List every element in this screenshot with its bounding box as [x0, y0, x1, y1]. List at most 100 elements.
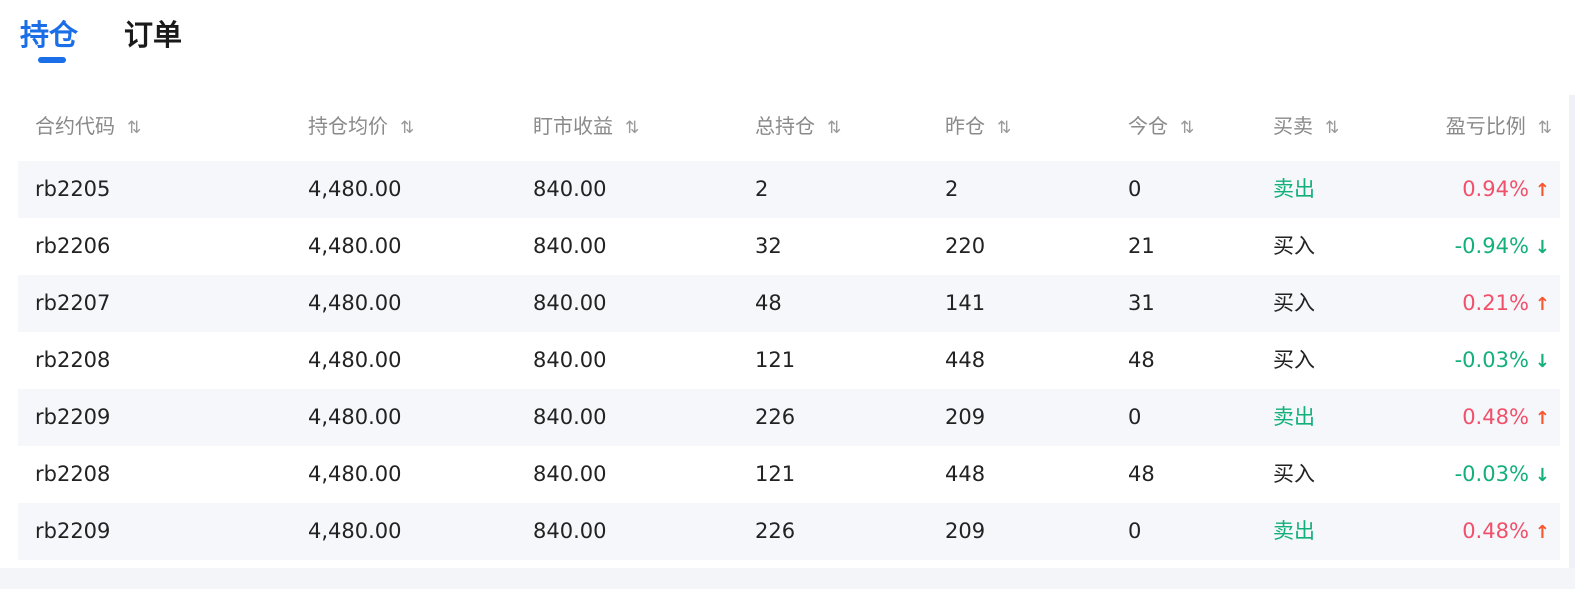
side-cell: 买入: [1273, 234, 1315, 258]
side-cell: 买入: [1273, 462, 1315, 486]
column-header-side[interactable]: 买卖 ⇅: [1273, 95, 1339, 159]
column-header-mtm-pnl[interactable]: 盯市收益 ⇅: [533, 95, 639, 159]
total-position-cell: 226: [755, 519, 796, 543]
column-header-pnl-ratio[interactable]: 盈亏比例 ⇅: [1445, 95, 1552, 159]
column-header-contract-code[interactable]: 合约代码 ⇅: [35, 95, 141, 159]
mtm-pnl-cell: 840.00: [533, 462, 607, 486]
tab-positions[interactable]: 持仓: [20, 18, 79, 52]
column-header-avg-price[interactable]: 持仓均价 ⇅: [308, 95, 414, 159]
sort-icon[interactable]: ⇅: [625, 118, 639, 138]
table-row[interactable]: rb2206 4,480.00 840.00 32 220 21 买入 -0.94% ↓: [18, 218, 1560, 275]
mtm-pnl-cell: 840.00: [533, 234, 607, 258]
column-label: 盯市收益: [533, 114, 613, 138]
column-header-yesterday-position[interactable]: 昨仓 ⇅: [945, 95, 1011, 159]
mtm-pnl-cell: 840.00: [533, 291, 607, 315]
column-label: 盈亏比例: [1445, 114, 1526, 138]
avg-price-cell: 4,480.00: [308, 234, 402, 258]
arrow-down-icon: ↓: [1534, 465, 1550, 486]
today-position-cell: 0: [1128, 177, 1142, 201]
pnl-ratio-value: -0.94%: [1454, 234, 1529, 258]
total-position-cell: 121: [755, 462, 796, 486]
pnl-ratio-cell: 0.48% ↑: [1462, 503, 1550, 561]
contract-code-cell: rb2206: [35, 234, 111, 258]
yesterday-position-cell: 448: [945, 348, 986, 372]
arrow-up-icon: ↑: [1534, 180, 1550, 201]
contract-code-cell: rb2209: [35, 405, 111, 429]
column-label: 买卖: [1273, 114, 1313, 138]
column-label: 总持仓: [755, 114, 815, 138]
table-row[interactable]: rb2208 4,480.00 840.00 121 448 48 买入 -0.03% ↓: [18, 446, 1560, 503]
arrow-up-icon: ↑: [1534, 522, 1550, 543]
contract-code-cell: rb2205: [35, 177, 111, 201]
avg-price-cell: 4,480.00: [308, 462, 402, 486]
sort-icon[interactable]: ⇅: [827, 118, 841, 138]
footer-area: [0, 568, 1575, 589]
today-position-cell: 21: [1128, 234, 1155, 258]
pnl-ratio-cell: -0.94% ↓: [1455, 218, 1550, 276]
yesterday-position-cell: 220: [945, 234, 986, 258]
column-label: 今仓: [1128, 114, 1168, 138]
arrow-down-icon: ↓: [1534, 237, 1550, 258]
table-header: 合约代码 ⇅ 持仓均价 ⇅ 盯市收益 ⇅ 总持仓 ⇅ 昨仓 ⇅ 今仓 ⇅ 买卖 ⇅ 盈亏比例 ⇅: [18, 95, 1560, 161]
pnl-ratio-value: 0.48%: [1462, 519, 1529, 543]
yesterday-position-cell: 448: [945, 462, 986, 486]
sort-icon[interactable]: ⇅: [400, 118, 414, 138]
sort-icon[interactable]: ⇅: [127, 118, 141, 138]
column-header-today-position[interactable]: 今仓 ⇅: [1128, 95, 1194, 159]
avg-price-cell: 4,480.00: [308, 177, 402, 201]
side-cell: 卖出: [1273, 405, 1315, 429]
table-row[interactable]: rb2209 4,480.00 840.00 226 209 0 卖出 0.48% ↑: [18, 389, 1560, 446]
avg-price-cell: 4,480.00: [308, 348, 402, 372]
total-position-cell: 226: [755, 405, 796, 429]
column-header-total-position[interactable]: 总持仓 ⇅: [755, 95, 841, 159]
arrow-down-icon: ↓: [1534, 351, 1550, 372]
mtm-pnl-cell: 840.00: [533, 405, 607, 429]
contract-code-cell: rb2208: [35, 348, 111, 372]
table-row[interactable]: rb2205 4,480.00 840.00 2 2 0 卖出 0.94% ↑: [18, 161, 1560, 218]
today-position-cell: 48: [1128, 462, 1155, 486]
column-label: 持仓均价: [308, 114, 388, 138]
pnl-ratio-value: 0.21%: [1462, 291, 1529, 315]
side-cell: 卖出: [1273, 177, 1315, 201]
total-position-cell: 121: [755, 348, 796, 372]
contract-code-cell: rb2208: [35, 462, 111, 486]
pnl-ratio-value: -0.03%: [1454, 348, 1529, 372]
table-row[interactable]: rb2207 4,480.00 840.00 48 141 31 买入 0.21% ↑: [18, 275, 1560, 332]
avg-price-cell: 4,480.00: [308, 405, 402, 429]
yesterday-position-cell: 141: [945, 291, 986, 315]
table-row[interactable]: rb2209 4,480.00 840.00 226 209 0 卖出 0.48% ↑: [18, 503, 1560, 560]
sort-icon[interactable]: ⇅: [1180, 118, 1194, 138]
arrow-up-icon: ↑: [1534, 294, 1550, 315]
contract-code-cell: rb2209: [35, 519, 111, 543]
today-position-cell: 31: [1128, 291, 1155, 315]
pnl-ratio-cell: 0.94% ↑: [1462, 161, 1550, 219]
today-position-cell: 48: [1128, 348, 1155, 372]
total-position-cell: 2: [755, 177, 769, 201]
sort-icon[interactable]: ⇅: [1325, 118, 1339, 138]
pnl-ratio-cell: -0.03% ↓: [1455, 332, 1550, 390]
yesterday-position-cell: 209: [945, 405, 986, 429]
column-label: 合约代码: [35, 114, 115, 138]
mtm-pnl-cell: 840.00: [533, 519, 607, 543]
pnl-ratio-cell: -0.03% ↓: [1455, 446, 1550, 504]
column-label: 昨仓: [945, 114, 985, 138]
sort-icon[interactable]: ⇅: [1537, 118, 1552, 138]
table-row[interactable]: rb2208 4,480.00 840.00 121 448 48 买入 -0.03% ↓: [18, 332, 1560, 389]
total-position-cell: 32: [755, 234, 782, 258]
side-cell: 买入: [1273, 348, 1315, 372]
arrow-up-icon: ↑: [1534, 408, 1550, 429]
pnl-ratio-cell: 0.48% ↑: [1462, 389, 1550, 447]
today-position-cell: 0: [1128, 519, 1142, 543]
sort-icon[interactable]: ⇅: [997, 118, 1011, 138]
today-position-cell: 0: [1128, 405, 1142, 429]
total-position-cell: 48: [755, 291, 782, 315]
side-cell: 卖出: [1273, 519, 1315, 543]
side-cell: 买入: [1273, 291, 1315, 315]
mtm-pnl-cell: 840.00: [533, 177, 607, 201]
mtm-pnl-cell: 840.00: [533, 348, 607, 372]
tab-orders[interactable]: 订单: [124, 18, 183, 52]
contract-code-cell: rb2207: [35, 291, 111, 315]
pnl-ratio-value: -0.03%: [1454, 462, 1529, 486]
scrollbar[interactable]: [1569, 95, 1575, 568]
pnl-ratio-value: 0.48%: [1462, 405, 1529, 429]
